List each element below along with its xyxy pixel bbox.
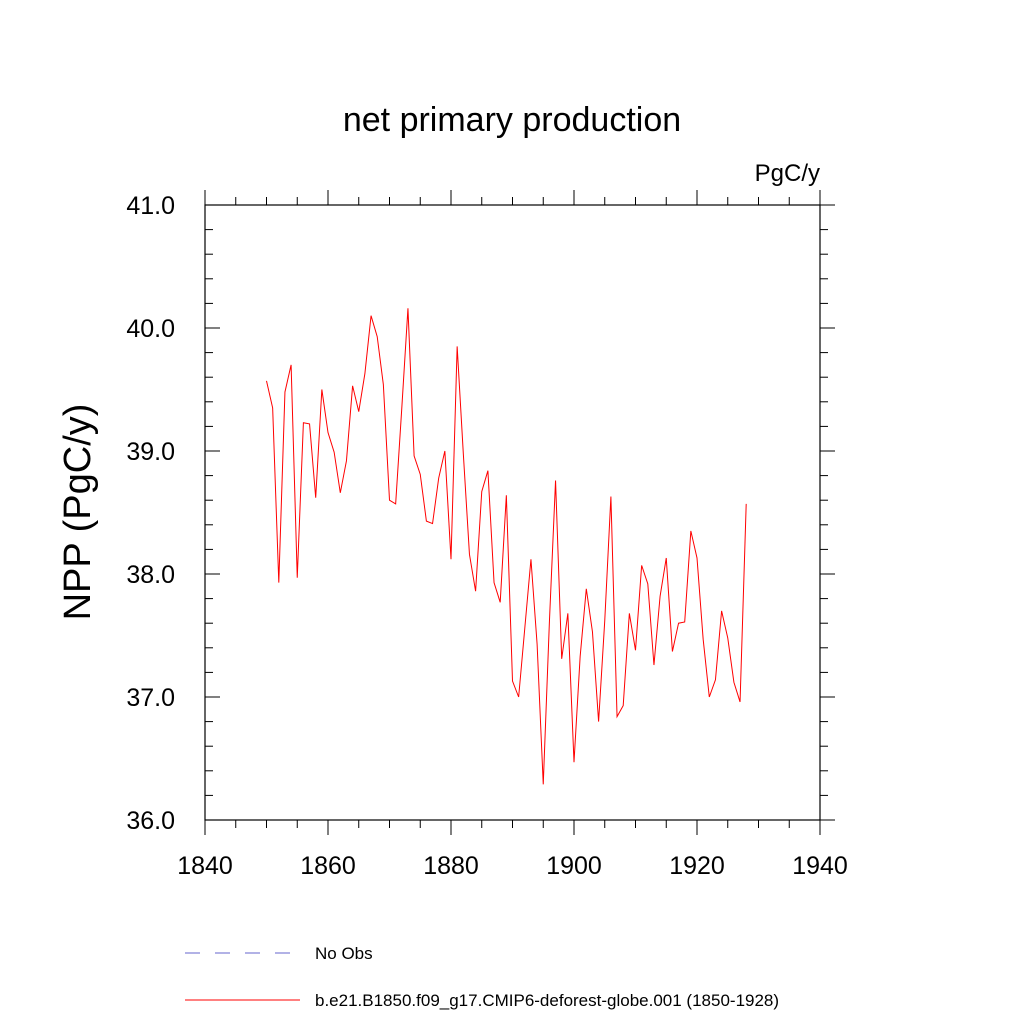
x-tick-label: 1940	[792, 852, 848, 880]
y-axis-ticks	[205, 204, 835, 821]
y-axis-tick-labels: 36.0 37.0 38.0 39.0 40.0 41.0	[126, 192, 175, 835]
x-tick-label: 1860	[300, 852, 356, 880]
x-tick-label: 1880	[423, 852, 479, 880]
y-tick-label: 36.0	[126, 807, 175, 835]
y-tick-label: 39.0	[126, 438, 175, 466]
legend-no-obs-label: No Obs	[315, 944, 373, 963]
y-tick-label: 38.0	[126, 561, 175, 589]
plot-frame	[204, 204, 821, 821]
series-layer	[266, 308, 747, 785]
x-axis-tick-labels: 1840 1860 1880 1900 1920 1940	[177, 852, 848, 880]
legend-model-label: b.e21.B1850.f09_g17.CMIP6-deforest-globe…	[315, 991, 779, 1010]
legend: No Obs b.e21.B1850.f09_g17.CMIP6-defores…	[185, 944, 779, 1010]
x-tick-label: 1920	[669, 852, 725, 880]
chart-title: net primary production	[343, 101, 681, 139]
y-tick-label: 40.0	[126, 315, 175, 343]
units-label: PgC/y	[755, 160, 820, 187]
x-tick-label: 1840	[177, 852, 233, 880]
y-tick-label: 37.0	[126, 684, 175, 712]
x-tick-label: 1900	[546, 852, 602, 880]
series-line	[266, 308, 747, 785]
y-tick-label: 41.0	[126, 192, 175, 220]
y-axis-label: NPP (PgC/y)	[57, 404, 99, 621]
x-axis-ticks	[204, 190, 821, 835]
